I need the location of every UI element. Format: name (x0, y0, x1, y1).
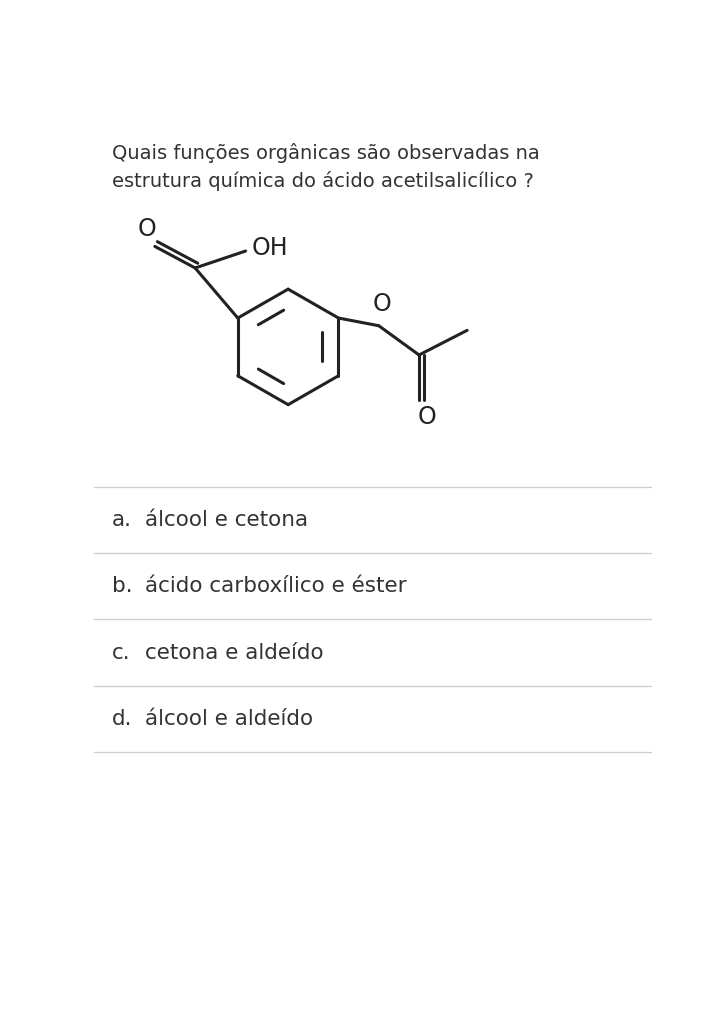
Text: c.: c. (112, 643, 131, 662)
Text: Quais funções orgânicas são observadas na: Quais funções orgânicas são observadas n… (112, 143, 540, 163)
Text: cetona e aldeído: cetona e aldeído (145, 643, 324, 662)
Text: b.: b. (112, 577, 132, 596)
Text: álcool e cetona: álcool e cetona (145, 510, 308, 530)
Text: O: O (372, 291, 391, 316)
Text: O: O (138, 217, 156, 241)
Text: álcool e aldeído: álcool e aldeído (145, 709, 313, 729)
Text: ácido carboxílico e éster: ácido carboxílico e éster (145, 577, 406, 596)
Text: O: O (418, 405, 436, 430)
Text: estrutura química do ácido acetilsalicílico ?: estrutura química do ácido acetilsalicíl… (112, 171, 534, 192)
Text: a.: a. (112, 510, 132, 530)
Text: OH: OH (252, 236, 288, 260)
Text: d.: d. (112, 709, 132, 729)
